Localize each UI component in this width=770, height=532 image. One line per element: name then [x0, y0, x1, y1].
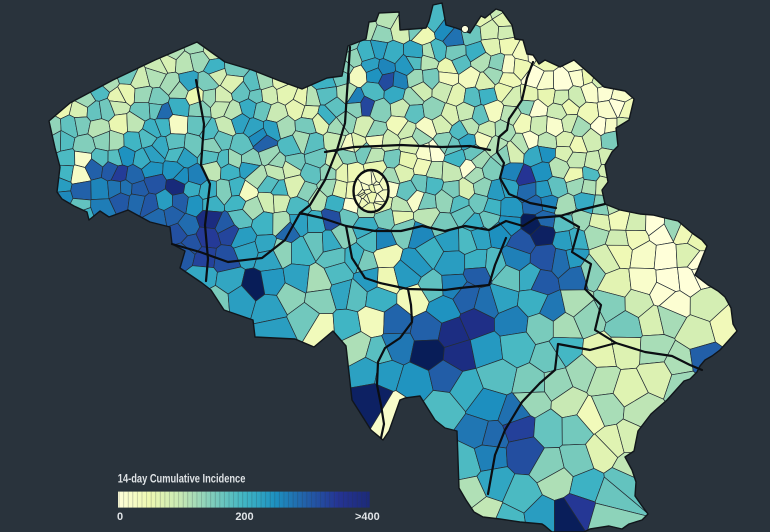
- svg-text:0: 0: [117, 511, 123, 523]
- svg-text:>400: >400: [355, 511, 380, 523]
- svg-text:200: 200: [235, 511, 253, 523]
- svg-text:14-day Cumulative Incidence: 14-day Cumulative Incidence: [118, 472, 246, 486]
